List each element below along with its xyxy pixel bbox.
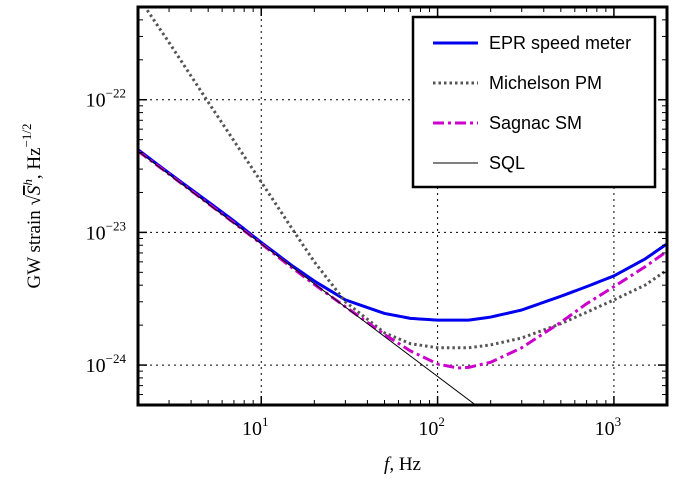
x-axis-label: f, Hz — [384, 454, 421, 475]
x-tick-label: 101 — [242, 414, 269, 440]
plot-frame — [136, 5, 669, 407]
series-line-2 — [143, 7, 667, 350]
legend-label-3: Sagnac SM — [489, 113, 582, 133]
y-tick-label: 10−23 — [86, 218, 126, 244]
y-tick-label: 10−24 — [86, 351, 127, 377]
x-tick-label: 102 — [418, 414, 445, 440]
x-tick-label: 103 — [595, 414, 622, 440]
legend-label-1: EPR speed meter — [489, 33, 631, 53]
legend-label-4: SQL — [489, 153, 525, 173]
series-line-1 — [138, 148, 667, 322]
series-layer — [138, 7, 667, 405]
y-axis-label: GW strain √Sh, Hz−1/2 — [19, 123, 45, 288]
y-tick-label: 10−22 — [86, 86, 126, 112]
legend-box — [411, 15, 657, 189]
tick-layer — [137, 7, 668, 406]
tick-label-layer: 101 102 103 10−22 10−23 10−24 — [86, 86, 622, 440]
legend: EPR speed meter Michelson PM Sagnac SM SQL — [411, 15, 657, 189]
legend-label-2: Michelson PM — [489, 73, 602, 93]
series-line-4 — [138, 150, 477, 405]
